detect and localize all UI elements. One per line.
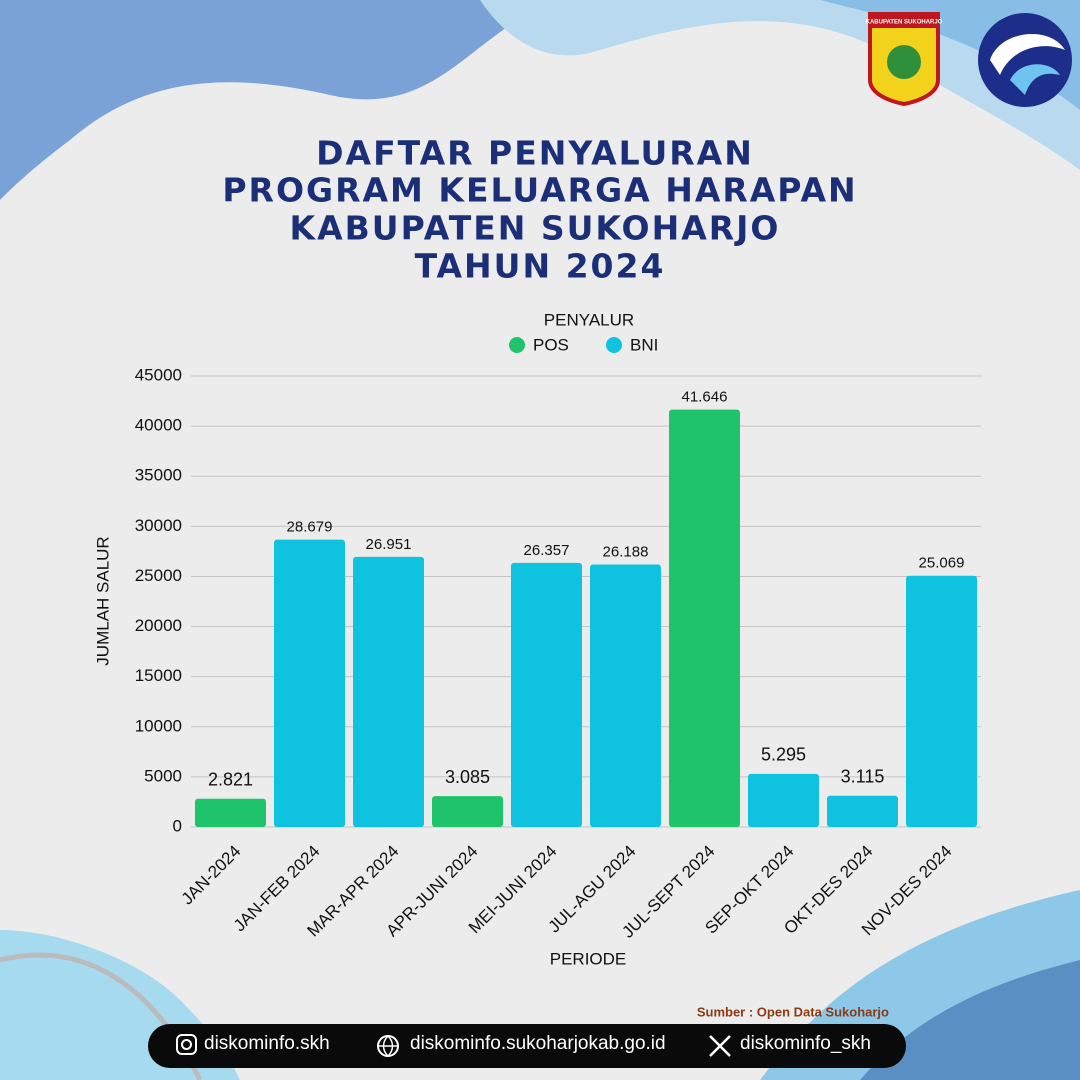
value-label: 26.188 bbox=[603, 544, 649, 561]
web-icon-lines bbox=[378, 1035, 398, 1058]
globe bbox=[978, 13, 1072, 107]
bar bbox=[432, 796, 503, 827]
value-label: 28.679 bbox=[287, 519, 333, 536]
y-tick-label: 30000 bbox=[135, 516, 182, 535]
value-label: 41.646 bbox=[682, 389, 728, 406]
bar bbox=[827, 795, 898, 827]
instagram-icon bbox=[176, 1034, 197, 1055]
bar bbox=[353, 556, 424, 827]
bar bbox=[274, 539, 345, 827]
value-label: 3.115 bbox=[841, 767, 885, 787]
legend-swatch bbox=[509, 337, 525, 353]
legend-label: POS bbox=[533, 335, 569, 354]
x-handle: diskominfo_skh bbox=[740, 1033, 871, 1054]
value-label: 26.951 bbox=[366, 536, 412, 553]
y-tick-label: 45000 bbox=[135, 365, 182, 384]
title-line: KABUPATEN SUKOHARJO bbox=[290, 209, 781, 248]
y-tick-label: 15000 bbox=[135, 666, 182, 685]
emblem bbox=[887, 45, 921, 79]
y-tick-label: 35000 bbox=[135, 466, 182, 485]
logo-text: KABUPATEN SUKOHARJO bbox=[866, 20, 943, 26]
value-label: 2.821 bbox=[208, 769, 253, 789]
bar bbox=[669, 409, 740, 827]
y-axis-label: JUMLAH SALUR bbox=[93, 536, 112, 665]
title-line: PROGRAM KELUARGA HARAPAN bbox=[222, 171, 857, 210]
bar bbox=[195, 798, 266, 827]
y-tick-label: 0 bbox=[173, 816, 182, 835]
shield-band bbox=[872, 16, 936, 28]
title-line: DAFTAR PENYALURAN bbox=[316, 134, 754, 173]
y-tick-label: 5000 bbox=[144, 766, 182, 785]
legend-label: BNI bbox=[630, 335, 658, 354]
ministry-logo bbox=[978, 13, 1072, 107]
footer-bar bbox=[148, 1024, 906, 1068]
regency-logo: KABUPATEN SUKOHARJO bbox=[866, 12, 943, 107]
value-label: 5.295 bbox=[761, 745, 806, 765]
y-tick-label: 10000 bbox=[135, 716, 182, 735]
website: diskominfo.sukoharjokab.go.id bbox=[410, 1033, 666, 1054]
legend-title: PENYALUR bbox=[544, 310, 634, 329]
title-line: TAHUN 2024 bbox=[415, 247, 666, 286]
instagram-handle: diskominfo.skh bbox=[204, 1033, 330, 1054]
bar bbox=[511, 562, 582, 827]
x-axis-label: PERIODE bbox=[550, 949, 627, 968]
y-tick-label: 20000 bbox=[135, 616, 182, 635]
value-label: 25.069 bbox=[919, 555, 965, 572]
swirl-2 bbox=[1010, 64, 1060, 95]
value-label: 26.357 bbox=[524, 542, 570, 559]
x-icon bbox=[709, 1035, 731, 1057]
bar bbox=[748, 773, 819, 827]
source: Sumber : Open Data Sukoharjo bbox=[697, 1004, 889, 1019]
swirl bbox=[990, 33, 1065, 75]
legend-swatch bbox=[606, 337, 622, 353]
wave-bottom-right-dark bbox=[860, 960, 1080, 1080]
footer: diskominfo.skh diskominfo.sukoharjokab.g… bbox=[148, 1024, 906, 1068]
wave-top-left bbox=[0, 0, 560, 200]
y-tick-label: 40000 bbox=[135, 416, 182, 435]
instagram-icon-lens bbox=[181, 1039, 192, 1050]
bar bbox=[590, 564, 661, 827]
bar bbox=[906, 575, 977, 827]
y-tick-label: 25000 bbox=[135, 566, 182, 585]
value-label: 3.085 bbox=[445, 767, 490, 787]
